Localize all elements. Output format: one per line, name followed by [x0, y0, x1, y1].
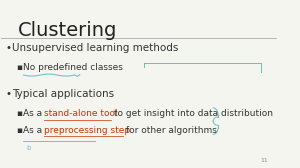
Text: ▪: ▪ — [16, 126, 22, 135]
Text: for other algorithms: for other algorithms — [122, 126, 216, 135]
Text: preprocessing step: preprocessing step — [44, 126, 130, 135]
Text: •: • — [5, 43, 11, 53]
Text: ▪: ▪ — [16, 63, 22, 72]
Text: stand-alone tool: stand-alone tool — [44, 109, 117, 118]
Text: As a: As a — [23, 109, 45, 118]
Text: As a: As a — [23, 126, 45, 135]
Text: Typical applications: Typical applications — [12, 89, 115, 99]
Text: •: • — [5, 89, 11, 99]
Text: ▪: ▪ — [16, 109, 22, 118]
Text: b: b — [26, 145, 31, 151]
Text: 11: 11 — [260, 158, 268, 163]
Text: Clustering: Clustering — [18, 21, 117, 40]
Text: Unsupervised learning methods: Unsupervised learning methods — [12, 43, 179, 53]
Text: No predefined classes: No predefined classes — [23, 63, 123, 72]
Text: to get insight into data distribution: to get insight into data distribution — [111, 109, 273, 118]
